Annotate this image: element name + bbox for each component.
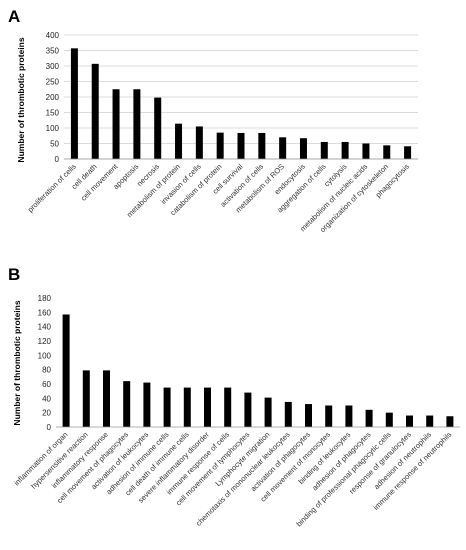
y-tick-label: 150 [46,109,60,118]
panel-a-gridlines [64,34,418,160]
bar [325,405,333,427]
panel-b-y-ticks: 0 20 40 60 80 100 120 140 160 180 [38,294,52,432]
y-tick-label: 80 [42,366,51,375]
bar [305,404,312,427]
y-tick-label: 250 [46,78,60,87]
bar [320,141,328,159]
y-tick-label: 60 [42,380,51,389]
bar [284,401,292,427]
bar [258,132,266,159]
y-tick-label: 120 [38,337,52,346]
bar [183,387,191,427]
bar [224,387,232,427]
y-tick-label: 300 [46,62,60,71]
bar [195,126,203,159]
bar [426,415,434,427]
bar [163,387,171,427]
bar [341,141,349,159]
bar [365,409,373,427]
y-tick-label: 180 [38,294,52,303]
bar [244,392,252,427]
panel-b-letter: B [8,265,20,284]
bar [175,123,183,159]
panel-b-chart: B Number of thrombotic proteins 0 20 40 60 8… [8,265,460,528]
y-tick-label: 0 [55,155,60,164]
bar [237,132,245,159]
bar [383,145,391,159]
bar [345,405,353,427]
bar [62,314,70,427]
y-tick-label: 200 [46,93,60,102]
y-tick-label: 100 [38,351,52,360]
panel-a-chart: A Number of thrombotic proteins 0 50 100 15… [8,7,418,234]
bar [279,137,287,159]
bar [112,89,120,159]
bar [103,370,110,427]
bar [204,387,211,427]
bar [70,48,78,159]
bar [406,415,413,427]
bar [82,370,90,427]
panel-a-y-axis-label: Number of thrombotic proteins [16,37,26,162]
y-tick-label: 140 [38,323,52,332]
bar [91,63,99,159]
bar [123,381,131,427]
x-category-label: proliferation of cells [26,162,78,214]
y-tick-label: 160 [38,308,52,317]
bar [404,146,412,159]
bar [216,132,224,159]
bar [299,138,307,159]
panel-b-y-axis-label: Number of thrombotic proteins [12,300,22,425]
panel-a-letter: A [8,7,20,26]
panel-a-y-ticks: 0 50 100 150 200 250 300 350 400 [46,31,60,164]
y-tick-label: 350 [46,47,60,56]
y-tick-label: 40 [42,394,51,403]
bar [362,143,370,159]
y-tick-label: 0 [47,423,52,432]
bar [143,382,151,427]
y-tick-label: 100 [46,124,60,133]
bar [154,97,162,159]
panel-a-bars [70,48,412,159]
bar [446,416,454,427]
y-tick-label: 400 [46,31,60,40]
y-tick-label: 50 [50,140,59,149]
bar [264,397,272,427]
y-tick-label: 20 [42,409,51,418]
bar [385,412,393,427]
panel-b-bars [62,314,454,427]
bar [133,89,141,159]
